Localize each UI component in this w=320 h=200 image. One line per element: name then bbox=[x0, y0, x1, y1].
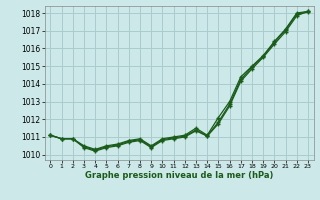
X-axis label: Graphe pression niveau de la mer (hPa): Graphe pression niveau de la mer (hPa) bbox=[85, 171, 273, 180]
